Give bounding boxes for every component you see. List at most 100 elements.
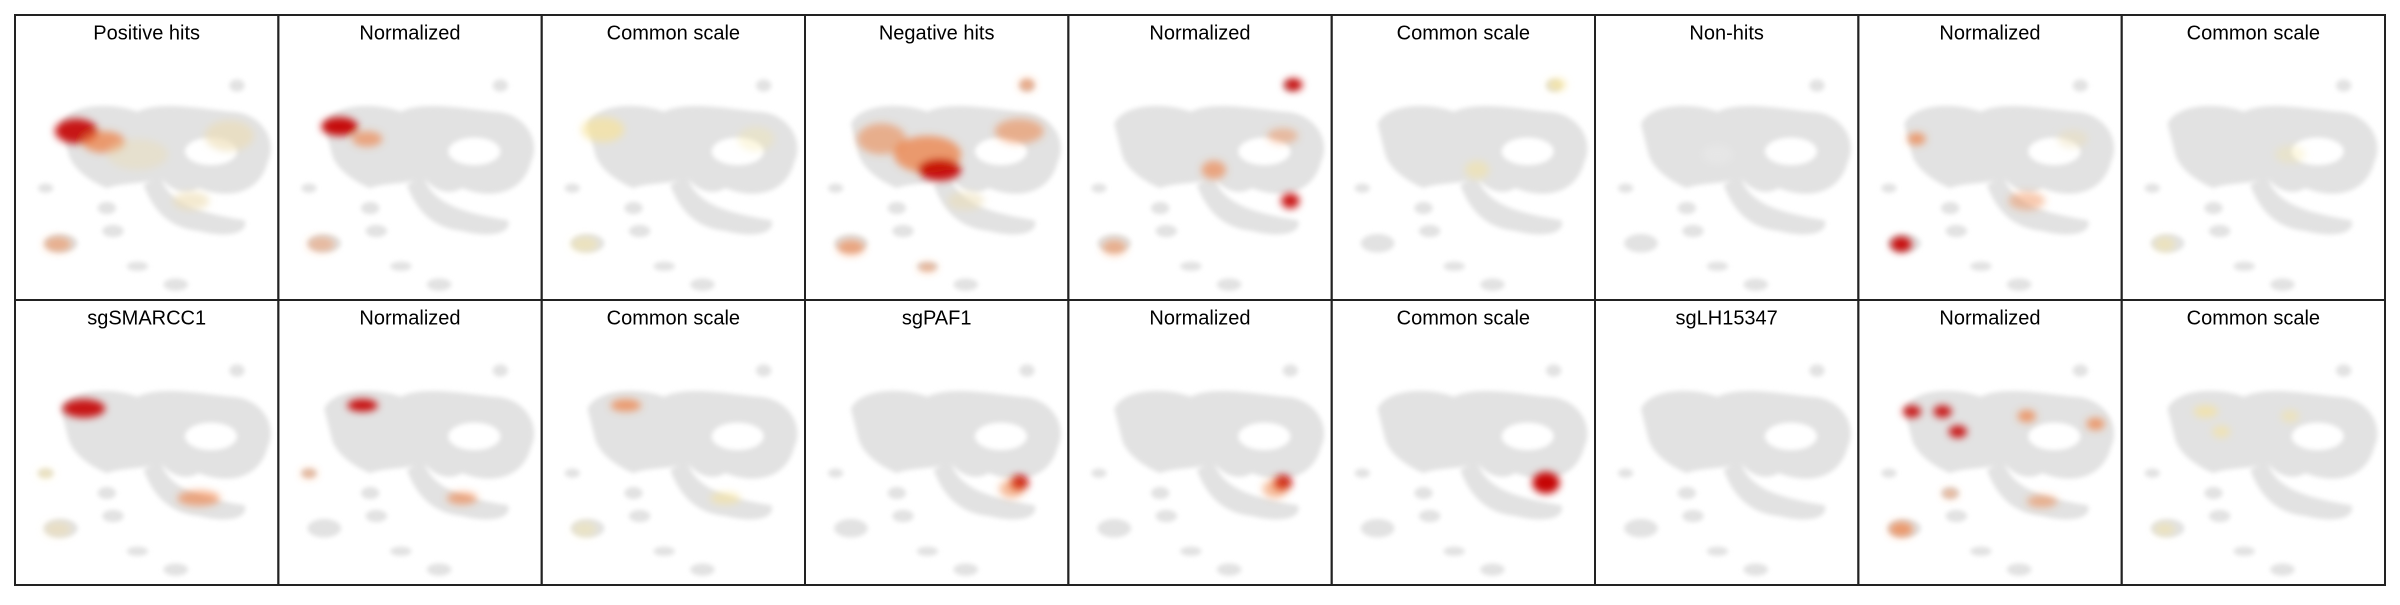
density-spot [572, 521, 597, 537]
embedding [1091, 364, 1324, 575]
panel-title: Non-hits [1689, 22, 1763, 44]
embedding [828, 364, 1061, 575]
embedding [301, 364, 534, 575]
density-spot [610, 399, 642, 412]
density-spot [1547, 78, 1566, 91]
density-spot [570, 236, 599, 252]
embedding [1091, 79, 1324, 290]
density-spot [1902, 405, 1922, 418]
panel: sgLH15347 [1594, 299, 1860, 586]
density-spot [2008, 191, 2046, 211]
density-spot [2211, 425, 2231, 438]
density-spot [2017, 409, 2036, 423]
density [1102, 78, 1303, 256]
density-spot [1262, 479, 1288, 499]
embedding [2145, 79, 2378, 290]
density [999, 475, 1029, 499]
density-spot [999, 479, 1024, 499]
density [837, 78, 1044, 273]
panel-title: Negative hits [879, 22, 995, 44]
embedding [38, 79, 271, 290]
density [1890, 129, 2088, 252]
panel-title: Common scale [607, 22, 740, 44]
panel-title: Common scale [607, 307, 740, 329]
panel-title: Normalized [1149, 307, 1250, 329]
density-spot [1942, 488, 1958, 499]
panel-title: Common scale [1397, 307, 1530, 329]
density-spot [1464, 160, 1490, 180]
panel-title: Normalized [1939, 22, 2040, 44]
panel: Normalized [277, 14, 543, 301]
panel: Common scale [2120, 14, 2387, 301]
embedding [38, 364, 271, 575]
density-spot [321, 117, 358, 136]
panel-title: Positive hits [93, 22, 200, 44]
density-spot [710, 492, 741, 505]
panel: Positive hits [14, 14, 280, 301]
panel: Common scale [1330, 299, 1596, 586]
density [307, 117, 383, 252]
embedding [1881, 79, 2114, 290]
density-spot [1267, 128, 1298, 144]
density-spot [1890, 236, 1912, 252]
panel-title: Normalized [359, 22, 460, 44]
density-spot [37, 468, 54, 479]
panel: Normalized [1067, 14, 1333, 301]
density [37, 399, 221, 537]
density [572, 399, 741, 537]
density-spot [857, 123, 907, 155]
density [1532, 471, 1560, 494]
density [1262, 475, 1292, 499]
embedding [1355, 364, 1588, 575]
panel: Non-hits [1594, 14, 1860, 301]
panel-title: Normalized [1149, 22, 1250, 44]
density-spot [1019, 78, 1035, 91]
density-spot [347, 399, 378, 412]
panel: Normalized [1857, 299, 2123, 586]
density-spot [351, 131, 383, 147]
density-spot [1907, 132, 1926, 146]
panel-title: sgSMARCC1 [87, 307, 206, 329]
density-spot [307, 236, 335, 252]
panel: Negative hits [804, 14, 1070, 301]
density-spot [918, 262, 937, 273]
density-spot [2026, 495, 2058, 508]
panel-title: Normalized [1939, 307, 2040, 329]
panel-title: Common scale [2187, 22, 2320, 44]
density-spot [1281, 193, 1300, 209]
panel: Normalized [1067, 299, 1333, 586]
panel: sgPAF1 [804, 299, 1070, 586]
embedding [1355, 79, 1588, 290]
density-spot [204, 120, 254, 152]
density-spot [106, 138, 169, 170]
panel-title: Common scale [2187, 307, 2320, 329]
density-spot [172, 191, 210, 211]
embedding [565, 79, 798, 290]
density-spot [177, 490, 221, 507]
density-spot [2057, 129, 2088, 149]
density-spot [62, 399, 106, 418]
panel-title: sgLH15347 [1676, 307, 1778, 329]
embedding [2145, 364, 2378, 575]
density-spot [837, 239, 865, 256]
panel: Common scale [540, 299, 807, 586]
panel: Normalized [1857, 14, 2123, 301]
density-spot [2274, 145, 2306, 164]
density-spot [44, 236, 72, 252]
embedding [1881, 364, 2114, 575]
density-spot [44, 521, 72, 537]
density-spot [1102, 239, 1127, 256]
embedding [1618, 364, 1851, 575]
density-spot [1888, 521, 1914, 537]
density-spot [994, 118, 1044, 144]
embedding [565, 364, 798, 575]
density [1464, 78, 1566, 180]
density-spot [581, 117, 625, 143]
density-spot [918, 159, 962, 181]
panel: Common scale [540, 14, 807, 301]
embedding [828, 79, 1061, 290]
density-spot [301, 468, 317, 479]
panel-border [2120, 299, 2387, 586]
panel-title: sgPAF1 [902, 307, 972, 329]
